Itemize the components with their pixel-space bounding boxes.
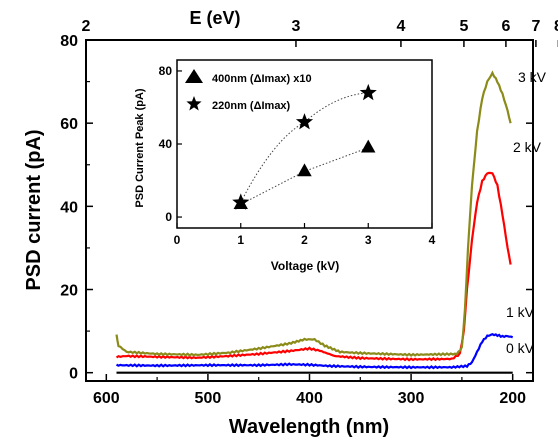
inset-star-point (359, 83, 377, 101)
inset-triangle-point (297, 163, 312, 177)
legend-star-marker (186, 96, 202, 111)
series-label: 2 kV (513, 139, 542, 155)
legend-label-220nm: 220nm (ΔImax) (212, 100, 291, 112)
inset-triangle-point (361, 139, 376, 153)
y-tick-label: 40 (60, 199, 78, 216)
inset-y-tick-label: 0 (165, 210, 172, 224)
y-tick-label: 20 (60, 283, 78, 300)
series-line-2-kv (115, 171, 512, 362)
x-tick-label: 300 (398, 390, 425, 407)
inset-marks (232, 83, 377, 210)
top-tick-label: 8 (554, 18, 558, 35)
top-axis-title: E (eV) (189, 8, 240, 28)
inset-x-tick-label: 3 (365, 233, 372, 247)
inset-legend: 400nm (ΔImax) x10 220nm (ΔImax) (185, 69, 312, 112)
top-tick-label: 2 (82, 18, 91, 35)
top-tick-label: 7 (531, 18, 540, 35)
series-label: 3 kV (518, 69, 547, 85)
axes: 6005004003002000204060802345678 (60, 18, 558, 407)
inset-x-tick-label: 2 (301, 233, 308, 247)
top-tick-label: 4 (396, 18, 405, 35)
x-tick-label: 400 (296, 390, 323, 407)
x-tick-label: 500 (195, 390, 222, 407)
legend-triangle-marker (185, 69, 203, 83)
y-axis-title: PSD current (pA) (23, 129, 45, 290)
inset-x-tick-label: 4 (429, 233, 436, 247)
inset-x-tick-label: 1 (237, 233, 244, 247)
inset-star-point (295, 113, 314, 130)
series-labels: 3 kV 2 kV 1 kV 0 kV (506, 69, 547, 356)
inset-frame (176, 59, 433, 229)
top-tick-label: 5 (459, 18, 468, 35)
inset-x-axis-title: Voltage (kV) (271, 259, 339, 273)
y-tick-label: 60 (60, 116, 78, 133)
x-tick-label: 600 (93, 390, 120, 407)
x-tick-label: 200 (499, 390, 526, 407)
inset-x-tick-label: 0 (174, 233, 181, 247)
series-label: 0 kV (506, 340, 535, 356)
y-tick-label: 80 (60, 33, 78, 50)
inset-y-axis-title: PSD Current Peak (pA) (134, 88, 146, 208)
inset-y-tick-label: 80 (159, 64, 173, 78)
series-label: 1 kV (506, 304, 535, 320)
legend-label-400nm: 400nm (ΔImax) x10 (212, 73, 312, 85)
top-tick-label: 3 (292, 18, 301, 35)
inset-connector-star (240, 92, 369, 203)
top-tick-label: 6 (501, 18, 510, 35)
inset-star-point (232, 193, 250, 210)
series-curves (115, 70, 514, 374)
series-line-3-kv (115, 70, 512, 357)
y-tick-label: 0 (69, 366, 78, 383)
series-line-1-kv (115, 332, 514, 370)
inset-y-tick-label: 40 (159, 137, 173, 151)
x-axis-title: Wavelength (nm) (229, 416, 389, 438)
